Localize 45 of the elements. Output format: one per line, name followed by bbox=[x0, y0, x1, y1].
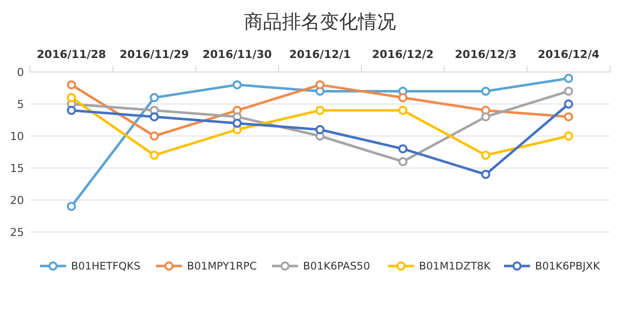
point bbox=[481, 150, 490, 160]
legend-label: B01MPY1RPC bbox=[187, 260, 257, 273]
point bbox=[232, 118, 242, 128]
point bbox=[66, 80, 76, 90]
point bbox=[481, 170, 490, 179]
point bbox=[481, 86, 490, 96]
point bbox=[315, 106, 325, 115]
x-tick-label: 2016/12/4 bbox=[538, 48, 600, 61]
point bbox=[398, 106, 408, 115]
y-tick-label: 25 bbox=[10, 226, 24, 239]
point bbox=[564, 131, 574, 141]
point bbox=[398, 93, 408, 102]
x-tick-label: 2016/11/29 bbox=[120, 48, 189, 61]
point bbox=[150, 150, 159, 160]
point bbox=[564, 86, 574, 96]
y-tick-label: 5 bbox=[17, 98, 24, 111]
x-tick-label: 2016/12/1 bbox=[289, 48, 351, 61]
y-tick-label: 20 bbox=[10, 194, 24, 207]
point bbox=[66, 93, 76, 102]
point bbox=[564, 99, 574, 109]
chart-title: 商品排名变化情况 bbox=[244, 11, 396, 33]
point bbox=[150, 112, 159, 122]
point bbox=[564, 74, 574, 83]
point bbox=[150, 131, 159, 141]
y-tick-label: 15 bbox=[10, 162, 24, 175]
x-tick-label: 2016/11/30 bbox=[202, 48, 272, 61]
y-tick-label: 10 bbox=[10, 130, 24, 143]
y-tick-label: 0 bbox=[17, 66, 24, 79]
point bbox=[66, 202, 76, 211]
point bbox=[481, 112, 490, 122]
x-tick-label: 2016/12/3 bbox=[454, 48, 517, 61]
x-tick-label: 2016/11/28 bbox=[36, 48, 106, 61]
point bbox=[315, 80, 325, 90]
point bbox=[150, 93, 159, 102]
point bbox=[315, 125, 325, 134]
point bbox=[398, 157, 408, 166]
legend-label: B01M1DZT8K bbox=[419, 260, 492, 273]
point bbox=[232, 80, 242, 90]
point bbox=[564, 112, 574, 122]
point bbox=[66, 106, 76, 115]
legend-label: B01K6PAS50 bbox=[303, 260, 370, 273]
legend-label: B01K6PBJXK bbox=[535, 260, 601, 273]
legend-label: B01HETFQKS bbox=[71, 260, 141, 273]
point bbox=[398, 144, 408, 154]
x-tick-label: 2016/12/2 bbox=[372, 48, 434, 61]
